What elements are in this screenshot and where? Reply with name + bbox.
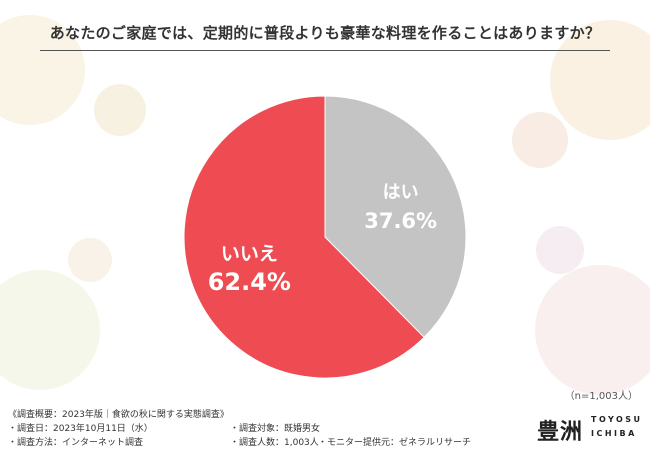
survey-target: ・調査対象：既婚男女 (230, 424, 321, 434)
pie-slice-no (183, 95, 425, 379)
question-title: あなたのご家庭では、定期的に普段よりも豪華な料理を作ることはありますか？ (49, 24, 601, 42)
survey-overview: 《調査概要：2023年版｜食欲の秋に関する実態調査》 (8, 410, 229, 420)
slice-label-yes: はい (383, 182, 419, 203)
survey-method: ・調査方法：インターネット調査 (8, 438, 144, 448)
slice-value-no: 62.4% (208, 268, 291, 296)
logo-line-1: TOYOSU (591, 415, 643, 424)
toyosu-ichiba-logo: 豊洲 TOYOSU ICHIBA (537, 410, 647, 446)
title-divider (40, 50, 610, 51)
monitor-provider: ・モニター提供元：ゼネラルリサーチ (318, 438, 472, 448)
sample-size-note: （n=1,003人） (564, 391, 638, 402)
survey-date: ・調査日：2023年10月11日（水） (8, 424, 153, 434)
pie-slice-yes (324, 95, 467, 339)
logo-kanji: 豊洲 (537, 420, 584, 445)
logo-line-2: ICHIBA (591, 429, 637, 438)
slice-value-yes: 37.6% (364, 209, 437, 233)
slice-label-no: いいえ (221, 243, 278, 265)
survey-footer: 《調査概要：2023年版｜食欲の秋に関する実態調査》 ・調査日：2023年10月… (0, 403, 650, 450)
survey-count: ・調査人数：1,003人 (230, 438, 319, 448)
